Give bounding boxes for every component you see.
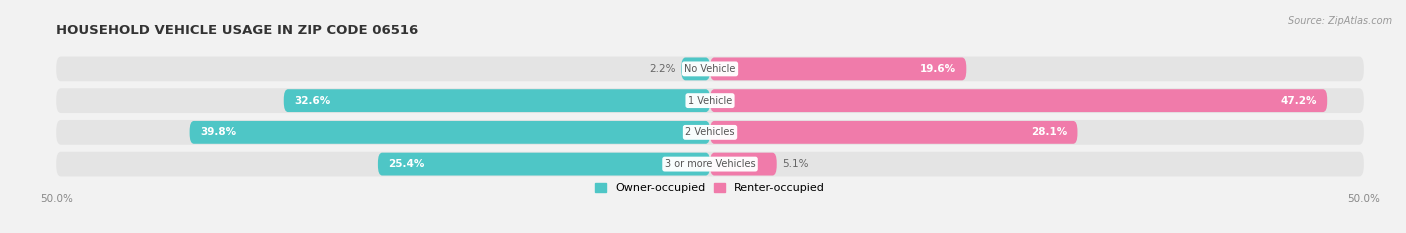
Text: 28.1%: 28.1%	[1031, 127, 1067, 137]
FancyBboxPatch shape	[378, 153, 710, 175]
Text: 2 Vehicles: 2 Vehicles	[685, 127, 735, 137]
FancyBboxPatch shape	[710, 121, 1077, 144]
FancyBboxPatch shape	[190, 121, 710, 144]
FancyBboxPatch shape	[710, 58, 966, 80]
FancyBboxPatch shape	[682, 58, 710, 80]
Text: No Vehicle: No Vehicle	[685, 64, 735, 74]
Text: 47.2%: 47.2%	[1281, 96, 1317, 106]
Text: 1 Vehicle: 1 Vehicle	[688, 96, 733, 106]
Text: Source: ZipAtlas.com: Source: ZipAtlas.com	[1288, 16, 1392, 26]
Text: 39.8%: 39.8%	[200, 127, 236, 137]
Legend: Owner-occupied, Renter-occupied: Owner-occupied, Renter-occupied	[591, 178, 830, 197]
FancyBboxPatch shape	[710, 89, 1327, 112]
Text: 19.6%: 19.6%	[920, 64, 956, 74]
Text: 32.6%: 32.6%	[294, 96, 330, 106]
FancyBboxPatch shape	[56, 120, 1364, 145]
FancyBboxPatch shape	[56, 152, 1364, 176]
Text: 2.2%: 2.2%	[650, 64, 676, 74]
FancyBboxPatch shape	[710, 153, 776, 175]
FancyBboxPatch shape	[284, 89, 710, 112]
Text: HOUSEHOLD VEHICLE USAGE IN ZIP CODE 06516: HOUSEHOLD VEHICLE USAGE IN ZIP CODE 0651…	[56, 24, 419, 37]
Text: 25.4%: 25.4%	[388, 159, 425, 169]
Text: 3 or more Vehicles: 3 or more Vehicles	[665, 159, 755, 169]
FancyBboxPatch shape	[56, 88, 1364, 113]
Text: 5.1%: 5.1%	[782, 159, 808, 169]
FancyBboxPatch shape	[56, 57, 1364, 81]
